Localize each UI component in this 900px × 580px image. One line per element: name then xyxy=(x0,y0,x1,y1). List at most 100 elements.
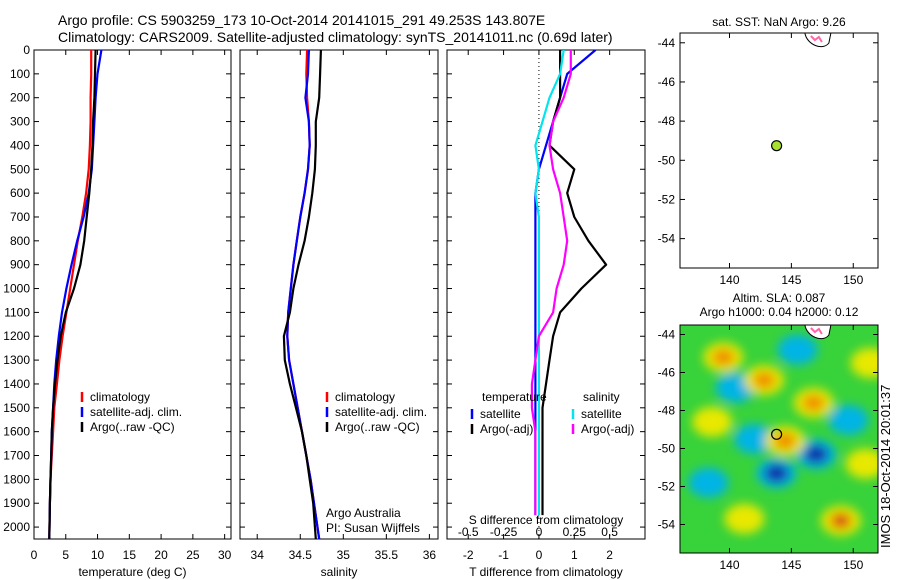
y-tick-label: 1100 xyxy=(4,305,30,319)
figure-title-line2: Climatology: CARS2009. Satellite-adjuste… xyxy=(58,29,613,45)
y-tick-label: 1800 xyxy=(3,472,30,486)
y-tick-label: 100 xyxy=(10,67,30,81)
s-tick-label: -0.5 xyxy=(458,525,479,539)
x-tick-label: 0 xyxy=(536,548,543,562)
s-tick-label: -0.25 xyxy=(490,525,518,539)
series-group xyxy=(282,50,322,539)
sla-high xyxy=(845,448,878,479)
coastline-marker xyxy=(810,35,823,43)
s-tick-label: 0.25 xyxy=(563,525,587,539)
sla-high-core xyxy=(774,432,797,449)
series-line xyxy=(48,50,97,539)
x-tick-label: 35 xyxy=(337,548,351,562)
series-group xyxy=(48,50,103,539)
x-tick-label: 20 xyxy=(154,548,168,562)
sla-high-peak xyxy=(832,514,849,527)
sla-high-core xyxy=(753,372,776,389)
x-axis-label: temperature (deg C) xyxy=(78,565,186,579)
y-tick-label: 600 xyxy=(10,186,30,200)
y-tick-label: 1600 xyxy=(3,425,30,439)
panel-frame xyxy=(33,49,232,540)
s-tick-label: 0 xyxy=(536,525,543,539)
y-tick-label: -44 xyxy=(658,328,676,342)
sla-field xyxy=(688,334,878,536)
legend-group-title: temperature xyxy=(482,390,547,404)
map-subtitle: Argo h1000: 0.04 h2000: 0.12 xyxy=(700,305,859,319)
series-group xyxy=(530,50,608,516)
x-tick-label: 10 xyxy=(91,548,105,562)
sla-high xyxy=(850,348,878,378)
y-tick-label: 1300 xyxy=(3,353,30,367)
series-line xyxy=(534,50,565,516)
panel-salinity: 34 34.5 35 35.5 36 salinity climatologysatelli… xyxy=(239,49,439,579)
map-frame xyxy=(679,324,879,554)
y-tick-label: 1900 xyxy=(3,496,30,510)
sla-low xyxy=(777,334,818,365)
x-tick-label: 145 xyxy=(781,273,801,287)
y-tick-label: -50 xyxy=(658,442,676,456)
series-line xyxy=(282,50,322,539)
y-tick-label: 1200 xyxy=(3,329,30,343)
panel-frame xyxy=(446,49,646,540)
float-location-point xyxy=(771,140,783,152)
x-tick-label: 34.5 xyxy=(289,548,313,562)
coastline-marker xyxy=(810,327,823,335)
sla-low xyxy=(828,405,869,435)
map-frame xyxy=(679,32,879,269)
y-tick-label: -54 xyxy=(658,518,676,532)
y-tick-label: -50 xyxy=(658,153,676,167)
legend-label: satellite-adj. clim. xyxy=(335,405,427,419)
legend-label: Argo(-adj) xyxy=(480,422,533,436)
x-tick-label: 150 xyxy=(843,558,863,572)
y-tick-label: 900 xyxy=(10,258,30,272)
x-tick-label: 15 xyxy=(123,548,137,562)
figure-title-line1: Argo profile: CS 5903259_173 10-Oct-2014… xyxy=(58,12,546,28)
y-tick-label: -48 xyxy=(658,114,676,128)
panel-difference: -0.5 -0.25 0 0.25 0.5 -2 -1 0 1 2 S difference fro… xyxy=(446,49,646,579)
sla-high xyxy=(692,406,733,437)
annotation-text: Argo Australia xyxy=(326,506,401,520)
x-tick-label: 36 xyxy=(423,548,437,562)
x-tick-label: 150 xyxy=(843,273,863,287)
y-tick-label: -52 xyxy=(658,192,676,206)
map-title: Altim. SLA: 0.087 xyxy=(733,291,826,305)
x-axis-label-top: S difference from climatology xyxy=(469,513,624,527)
x-tick-label: 34 xyxy=(251,548,265,562)
y-tick-label: 300 xyxy=(10,115,30,129)
legend-label: Argo(..raw -QC) xyxy=(335,420,420,434)
x-tick-label: -2 xyxy=(463,548,474,562)
y-tick-label: -46 xyxy=(658,366,676,380)
sla-high-core xyxy=(802,394,825,411)
x-tick-label: 30 xyxy=(218,548,232,562)
sla-blur xyxy=(688,334,878,536)
x-axis-label: T difference from climatology xyxy=(469,565,623,579)
sla-low xyxy=(734,424,775,454)
map-title: sat. SST: NaN Argo: 9.26 xyxy=(712,15,846,29)
y-tick-label: 500 xyxy=(10,162,30,176)
x-tick-label: -1 xyxy=(498,548,509,562)
panel-frame xyxy=(239,49,439,540)
x-tick-label: 5 xyxy=(62,548,69,562)
legend: temperaturesatelliteArgo(-adj)salinitysa… xyxy=(470,390,634,436)
y-tick-label: 800 xyxy=(10,234,30,248)
y-tick-label: 0 xyxy=(23,43,30,57)
y-tick-label: -52 xyxy=(658,480,676,494)
legend-label: climatology xyxy=(335,390,395,404)
sla-high-core xyxy=(712,349,735,366)
legend-label: satellite-adj. clim. xyxy=(90,405,182,419)
y-tick-label: 700 xyxy=(10,210,30,224)
y-tick-label: -48 xyxy=(658,404,676,418)
legend-label: satellite xyxy=(581,407,622,421)
x-tick-label: 25 xyxy=(186,548,200,562)
panel-sla-map: 140 145 150 -44 -46 -48 -50 -52 -54 Altim. SLA: 0… xyxy=(658,291,879,572)
sla-high xyxy=(724,503,765,534)
x-tick-label: 0 xyxy=(31,548,38,562)
legend-group-title: salinity xyxy=(583,390,620,404)
y-tick-label: 1500 xyxy=(3,401,30,415)
x-tick-label: 2 xyxy=(606,548,613,562)
y-tick-label: 1700 xyxy=(3,449,30,463)
y-tick-label: 400 xyxy=(10,138,30,152)
x-tick-label: 140 xyxy=(719,558,739,572)
